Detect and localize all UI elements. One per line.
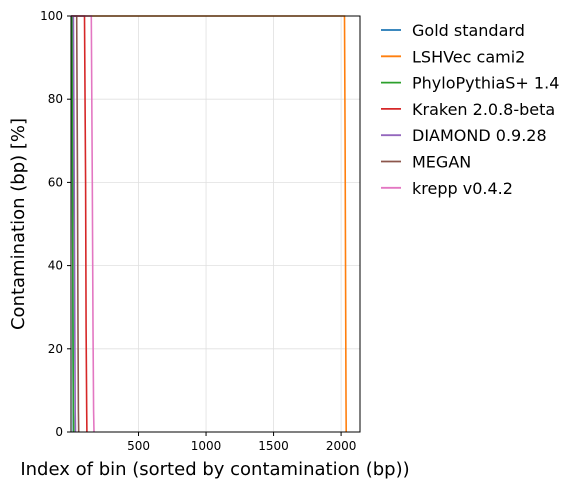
- x-tick-label: 2000: [326, 439, 357, 453]
- series-lines: [71, 15, 347, 433]
- y-tick-label: 80: [48, 92, 63, 106]
- grid: [71, 15, 360, 433]
- legend-label: krepp v0.4.2: [412, 179, 513, 198]
- plot-frame: [70, 15, 361, 433]
- y-axis-label: Contamination (bp) [%]: [8, 118, 29, 330]
- legend-label: Kraken 2.0.8-beta: [412, 100, 555, 119]
- legend-label: LSHVec cami2: [412, 47, 525, 66]
- legend-label: DIAMOND 0.9.28: [412, 126, 547, 145]
- x-axis-ticks: 500 1000 1500 2000: [127, 432, 356, 453]
- legend: Gold standard LSHVec cami2 PhyloPythiaS+ 1…: [381, 21, 559, 198]
- legend-label: Gold standard: [412, 21, 525, 40]
- y-tick-label: 40: [48, 259, 63, 273]
- y-tick-label: 20: [48, 342, 63, 356]
- y-tick-label: 100: [40, 9, 63, 23]
- series-line: [71, 15, 347, 433]
- x-tick-label: 1500: [258, 439, 289, 453]
- x-tick-label: 1000: [191, 439, 222, 453]
- y-axis-ticks: 0 20 40 60 80 100: [40, 9, 71, 439]
- y-tick-label: 0: [55, 425, 63, 439]
- x-axis-label: Index of bin (sorted by contamination (b…: [20, 459, 409, 480]
- legend-label: MEGAN: [412, 153, 471, 172]
- x-tick-label: 500: [127, 439, 150, 453]
- legend-label: PhyloPythiaS+ 1.4: [412, 74, 559, 93]
- y-tick-label: 60: [48, 175, 63, 189]
